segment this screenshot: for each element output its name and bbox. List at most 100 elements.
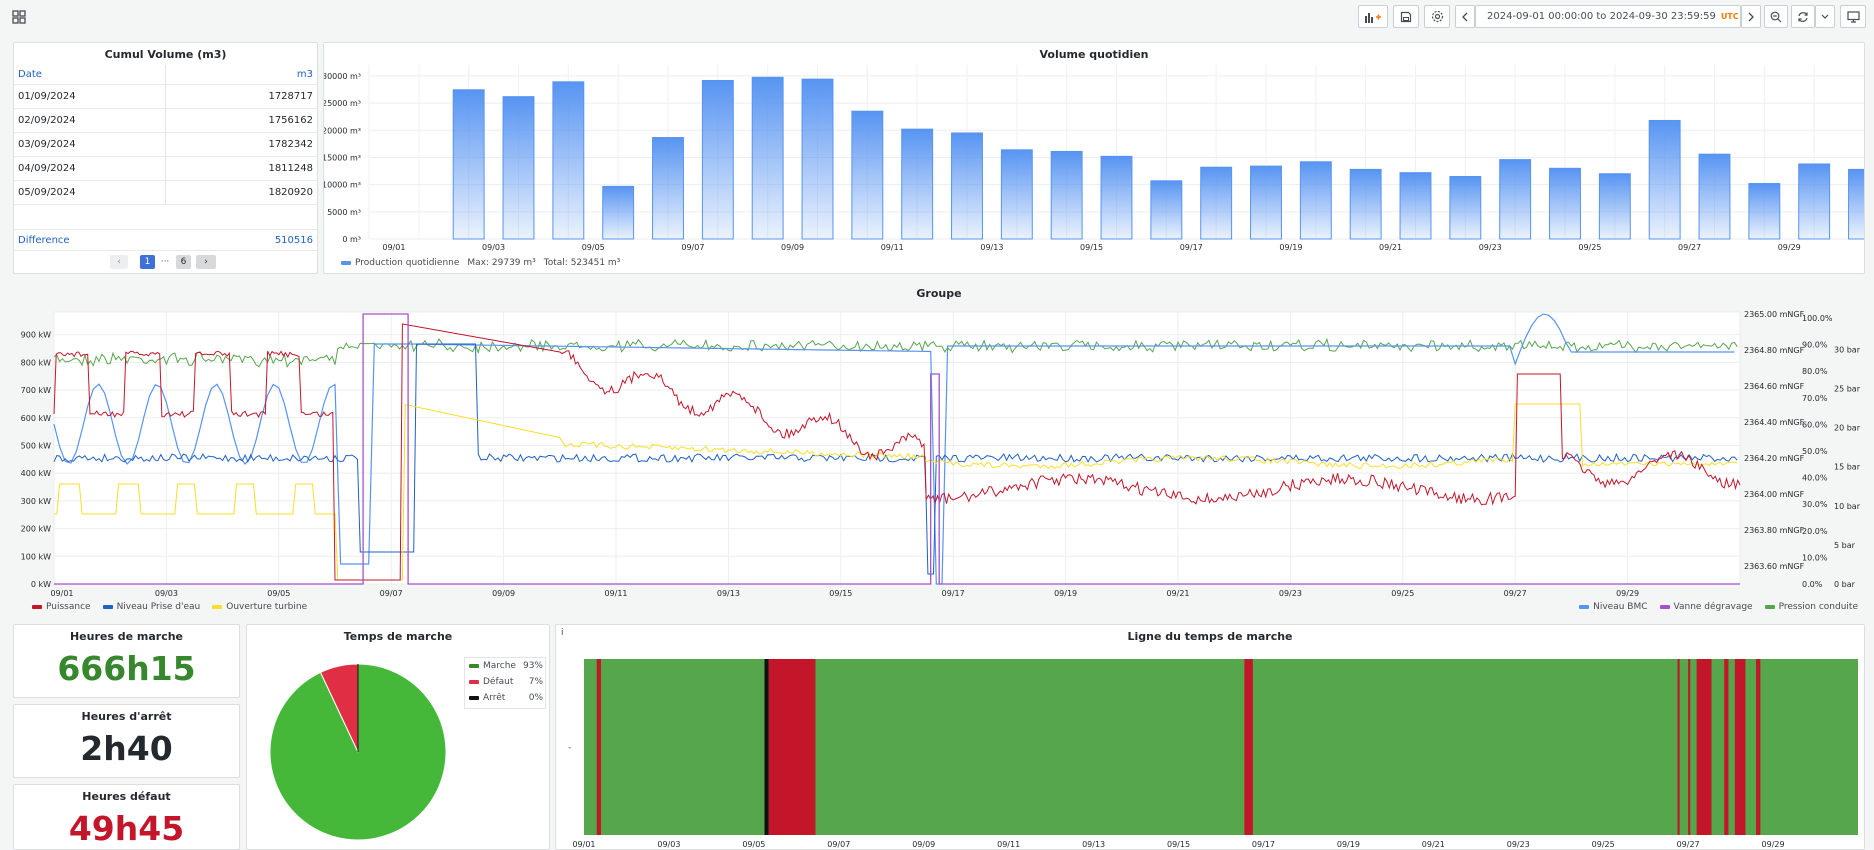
pagination-next-button[interactable]: ›	[196, 255, 216, 269]
y-pct-tick: 0.0%	[1802, 580, 1823, 589]
x-tick-label: 09/29	[1778, 243, 1801, 252]
legend-swatch	[469, 696, 479, 700]
series-niveau-prise-eau	[53, 343, 1738, 575]
heures-marche-panel: Heures de marche 666h15	[13, 624, 240, 698]
legend-swatch	[1579, 605, 1590, 609]
add-panel-button[interactable]	[1358, 5, 1388, 28]
x-tick-label: 09/21	[1166, 589, 1189, 598]
timezone-label: UTC	[1720, 12, 1739, 21]
x-tick-label: 09/21	[1379, 243, 1402, 252]
legend-puissance[interactable]: Puissance	[46, 602, 91, 612]
y-ngf-tick: 2364.80 mNGF	[1744, 346, 1805, 355]
dashboard-settings-button[interactable]	[1424, 5, 1450, 28]
legend-item-arret[interactable]: Arrêt 0%	[469, 693, 543, 703]
temps-pie-chart	[269, 663, 447, 841]
y-bar-tick: 5 bar	[1834, 541, 1856, 550]
table-row: 05/09/2024 1820920	[14, 181, 317, 205]
x-tick-label: 09/09	[781, 243, 804, 252]
x-tick-label: 09/19	[1279, 243, 1302, 252]
x-tick-label: 09/15	[1167, 840, 1190, 849]
chart-legend-right: Niveau BMC Vanne dégravage Pression cond…	[1579, 602, 1858, 612]
tv-mode-button[interactable]	[1840, 5, 1866, 28]
legend-pression[interactable]: Pression conduite	[1778, 602, 1858, 612]
x-tick-label: 09/15	[1080, 243, 1103, 252]
date-column-header[interactable]: Date	[18, 69, 42, 80]
bar-09/28	[1748, 183, 1781, 240]
x-tick-label: 09/15	[829, 589, 852, 598]
row-value: 1756162	[268, 115, 313, 126]
column-divider	[165, 65, 166, 205]
m3-column-header[interactable]: m3	[296, 69, 313, 80]
refresh-interval-dropdown[interactable]	[1815, 5, 1835, 28]
heures-defaut-panel: Heures défaut 49h45	[13, 784, 240, 850]
panel-title: Groupe	[916, 287, 962, 300]
x-tick-label: 09/19	[1054, 589, 1077, 598]
x-tick-label: 09/13	[1082, 840, 1105, 849]
panel-title: Volume quotidien	[1039, 48, 1149, 61]
series-puissance	[53, 323, 1741, 581]
bar-09/08	[751, 76, 784, 240]
save-dashboard-button[interactable]	[1393, 5, 1419, 28]
legend-swatch	[212, 605, 223, 609]
x-tick-label: 09/21	[1422, 840, 1445, 849]
table-row: 01/09/2024 1728717	[14, 85, 317, 109]
bar-09/07	[701, 79, 734, 240]
zoom-out-button[interactable]	[1764, 5, 1788, 28]
bar-09/11	[901, 128, 934, 240]
chart-legend: Production quotidienne Max: 29739 m³ Tot…	[341, 258, 620, 268]
panel-info-icon[interactable]: i	[561, 628, 564, 638]
x-tick-label: 09/05	[582, 243, 605, 252]
y-tick-label: 15000 m³	[324, 153, 361, 162]
volume-quotidien-panel: Volume quotidien 0 m³ 5000 m³ 10000 m³ 1500…	[323, 42, 1865, 274]
apps-grid-icon[interactable]	[12, 10, 26, 24]
y-pct-tick: 20.0%	[1802, 527, 1828, 536]
time-range-picker[interactable]: 2024-09-01 00:00:00 to 2024-09-30 23:59:…	[1475, 5, 1741, 28]
pagination-page-last[interactable]: 6	[176, 255, 191, 269]
bar-09/03	[502, 96, 535, 240]
x-tick-label: 09/05	[267, 589, 290, 598]
x-tick-label: 09/01	[382, 243, 405, 252]
legend-swatch	[469, 680, 479, 684]
pagination-prev-button[interactable]: ‹	[110, 255, 128, 269]
legend-niveau-prise[interactable]: Niveau Prise d'eau	[116, 602, 201, 612]
y-tick-label: 10000 m³	[324, 181, 361, 190]
bar-09/23	[1499, 159, 1532, 240]
refresh-button[interactable]	[1791, 5, 1815, 28]
legend-label: Marche	[483, 661, 516, 671]
time-range-back-button[interactable]	[1455, 5, 1475, 28]
legend-item-marche[interactable]: Marche 93%	[469, 661, 543, 671]
legend-vanne[interactable]: Vanne dégravage	[1673, 602, 1753, 612]
row-value: 1728717	[268, 91, 313, 102]
y-left-tick: 800 kW	[21, 358, 51, 367]
panel-title: Ligne du temps de marche	[1127, 630, 1293, 643]
stat-title: Heures de marche	[69, 630, 184, 643]
y-tick-label: 30000 m³	[324, 72, 361, 81]
legend-ouverture[interactable]: Ouverture turbine	[226, 602, 308, 612]
x-tick-label: 09/25	[1391, 589, 1414, 598]
x-tick-label: 09/27	[1504, 589, 1527, 598]
x-tick-label: 09/05	[742, 840, 765, 849]
stat-title: Heures défaut	[82, 790, 171, 803]
timeline-segment-Arrêt	[764, 659, 769, 835]
cumul-volume-panel: Cumul Volume (m3) Date m3 01/09/2024 172…	[13, 42, 318, 274]
x-tick-label: 09/17	[1252, 840, 1275, 849]
bar-09/17	[1200, 166, 1233, 240]
temps-de-marche-panel: Temps de marche Marche 93% Défaut 7% Arr…	[246, 624, 550, 850]
x-tick-label: 09/27	[1678, 243, 1701, 252]
legend-item-defaut[interactable]: Défaut 7%	[469, 677, 543, 687]
pagination-page-current[interactable]: 1	[140, 255, 155, 269]
legend-niveau-bmc[interactable]: Niveau BMC	[1593, 602, 1648, 612]
legend-percent: 7%	[528, 677, 543, 687]
bar-09/25	[1598, 173, 1631, 240]
table-row: 02/09/2024 1756162	[14, 109, 317, 133]
stat-value: 49h45	[68, 809, 185, 848]
legend-swatch	[1659, 605, 1670, 609]
x-tick-label: 09/03	[657, 840, 680, 849]
timeline-segment-Défaut	[1756, 659, 1761, 835]
x-tick-label: 09/03	[155, 589, 178, 598]
timeline-segment-Défaut	[1724, 659, 1729, 835]
time-range-forward-button[interactable]	[1741, 5, 1761, 28]
x-tick-label: 09/03	[482, 243, 505, 252]
y-left-tick: 700 kW	[21, 386, 51, 395]
legend-series-name[interactable]: Production quotidienne	[355, 258, 460, 268]
